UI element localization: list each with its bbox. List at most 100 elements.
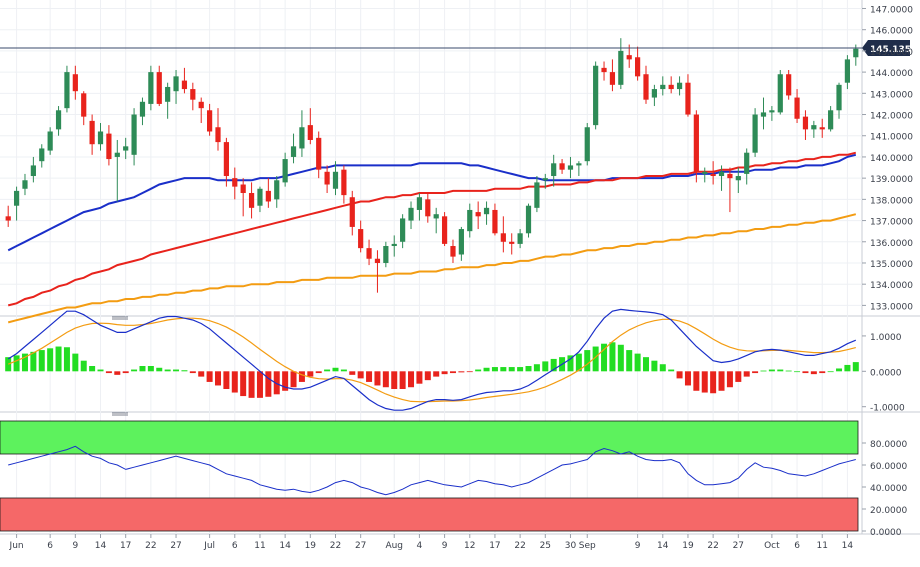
candle-body: [425, 199, 431, 217]
macd-hist-bar: [298, 371, 305, 382]
candle-body: [668, 84, 674, 90]
macd-hist-bar: [617, 344, 624, 372]
candle: [819, 118, 825, 138]
macd-hist-bar: [391, 371, 398, 389]
rsi-y-tick-label: 0.0000: [870, 528, 902, 538]
candle-body: [517, 233, 523, 244]
candle: [282, 152, 288, 187]
candle-body: [836, 84, 842, 111]
candle-body: [30, 165, 36, 177]
x-tick-label: 14: [842, 541, 854, 551]
macd-hist-bar: [726, 371, 733, 388]
macd-hist-bar: [642, 357, 650, 372]
macd-hist-bar: [609, 342, 616, 372]
macd-panel-bg: [0, 320, 862, 412]
macd-hist-bar: [173, 369, 180, 372]
candle-body: [794, 97, 800, 119]
rsi-overbought-band: [0, 420, 859, 455]
panel-splitters[interactable]: [112, 316, 128, 416]
candle-body: [257, 188, 263, 206]
candle: [123, 137, 129, 160]
candle-body: [274, 180, 280, 200]
macd-hist-bar: [575, 353, 582, 372]
candle: [769, 106, 775, 121]
macd-hist-bar: [416, 371, 423, 384]
macd-hist-bar: [491, 367, 498, 372]
macd-hist-bar: [13, 355, 20, 372]
candle: [64, 65, 70, 113]
candle: [517, 229, 523, 249]
macd-lines: [7, 308, 857, 411]
x-tick-label: 9: [635, 541, 641, 551]
macd-hist-bar: [533, 364, 540, 372]
candle-body: [693, 114, 699, 172]
candle-body: [131, 114, 137, 155]
rsi-line: [8, 445, 856, 496]
candle-body: [416, 197, 423, 210]
candle-body: [72, 74, 78, 92]
price-y-tick-label: 139.0000: [870, 175, 913, 185]
candle: [89, 114, 95, 155]
candle-body: [769, 110, 775, 113]
panel-resize-handle[interactable]: [112, 412, 128, 416]
candle: [828, 106, 834, 132]
candle-body: [290, 146, 297, 157]
x-tick-label: Oct: [764, 541, 780, 551]
macd-hist-bar: [282, 371, 289, 391]
macd-hist-bar: [21, 353, 28, 372]
candle-body: [383, 246, 389, 263]
macd-hist-bar: [785, 370, 792, 372]
candle-body: [198, 101, 204, 109]
candle-body: [391, 243, 397, 247]
panel-resize-handle[interactable]: [112, 316, 128, 320]
candle-body: [601, 67, 607, 73]
candle: [106, 125, 112, 166]
macd-hist-bar: [290, 371, 297, 388]
macd-hist-bar: [265, 371, 272, 397]
candle: [450, 239, 456, 263]
candle-body: [232, 178, 238, 187]
macd-hist-bar: [147, 366, 154, 372]
candle: [400, 214, 406, 249]
candle: [131, 108, 137, 166]
macd-hist-bar: [5, 357, 12, 372]
macd-hist-bar: [139, 366, 146, 372]
candle: [181, 67, 188, 94]
macd-hist-bar: [634, 353, 641, 372]
candle: [525, 203, 532, 238]
x-tick-label: 12: [464, 541, 475, 551]
candle-body: [702, 171, 708, 174]
macd-hist-bar: [836, 368, 843, 372]
macd-hist-bar: [794, 371, 801, 373]
price-y-tick-label: 143.0000: [870, 90, 913, 100]
macd-hist-bar: [525, 366, 532, 372]
candle-body: [215, 127, 221, 143]
macd-hist-bar: [324, 369, 331, 372]
macd-hist-bar: [810, 371, 817, 375]
price-y-tick-label: 146.0000: [870, 27, 913, 37]
candle-body: [534, 182, 540, 208]
macd-hist-bar: [852, 362, 859, 372]
candle: [299, 110, 305, 157]
candle: [551, 154, 557, 187]
macd-hist-bar: [735, 371, 742, 382]
macd-hist-bar: [424, 371, 431, 381]
candle: [165, 82, 171, 119]
candle-body: [332, 171, 339, 189]
candle: [811, 120, 817, 138]
candle: [618, 38, 624, 90]
candle-body: [786, 74, 792, 96]
macd-hist-bar: [256, 371, 263, 398]
macd-hist-bar: [408, 371, 415, 388]
candle-body: [223, 142, 229, 177]
price-sma-line-1: [7, 153, 857, 252]
candle-body: [492, 209, 498, 234]
macd-hist-bar: [156, 367, 163, 372]
candle: [324, 165, 330, 193]
x-tick-label: Aug: [385, 541, 403, 551]
candle: [475, 201, 481, 230]
macd-hist-bar: [668, 369, 675, 372]
candle: [13, 186, 20, 221]
candle: [72, 65, 78, 100]
x-tick-label: 22: [145, 541, 156, 551]
